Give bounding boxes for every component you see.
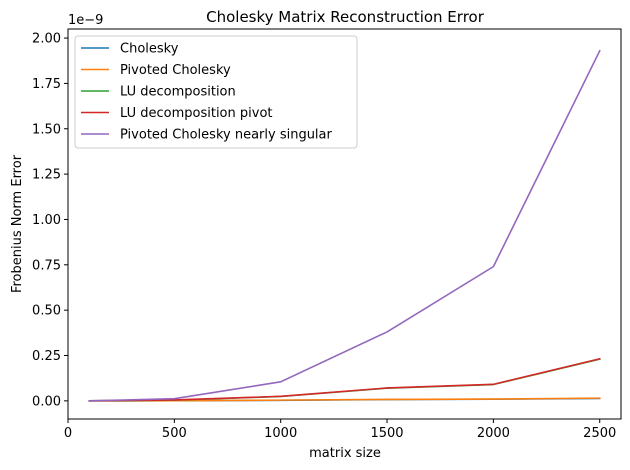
chart-title: Cholesky Matrix Reconstruction Error bbox=[206, 8, 485, 26]
series-line-4 bbox=[88, 49, 601, 402]
legend-frame bbox=[74, 35, 358, 149]
y-axis-label: Frobenius Norm Error bbox=[10, 154, 25, 293]
y-tick-label: 1.00 bbox=[32, 213, 61, 228]
series-line-3 bbox=[88, 357, 601, 402]
legend-label-0: Cholesky bbox=[120, 42, 179, 57]
y-offset-text: 1e−9 bbox=[68, 13, 103, 28]
plot-area-frame bbox=[67, 28, 622, 420]
y-tick-label: 1.50 bbox=[32, 122, 61, 137]
y-axis: 0.00 0.25 0.50 0.75 1.00 1.25 1.50 1.75 2.00 bbox=[32, 32, 68, 409]
y-tick-label: 1.25 bbox=[32, 168, 61, 183]
x-axis-label: matrix size bbox=[309, 446, 381, 461]
legend-label-3: LU decomposition pivot bbox=[120, 106, 273, 121]
series-layer bbox=[88, 49, 601, 402]
legend-label-2: LU decomposition bbox=[120, 85, 236, 100]
x-tick-label: 2000 bbox=[477, 426, 510, 441]
legend-label-1: Pivoted Cholesky bbox=[120, 63, 231, 78]
series-line-2 bbox=[88, 358, 601, 402]
y-tick-label: 0.50 bbox=[32, 304, 61, 319]
legend-label-4: Pivoted Cholesky nearly singular bbox=[120, 128, 333, 143]
x-tick-label: 2500 bbox=[583, 426, 616, 441]
y-tick-label: 2.00 bbox=[32, 32, 61, 47]
x-tick-label: 500 bbox=[162, 426, 187, 441]
y-tick-label: 1.75 bbox=[32, 77, 61, 92]
x-tick-label: 1500 bbox=[370, 426, 403, 441]
x-tick-label: 0 bbox=[64, 426, 72, 441]
legend: Cholesky Pivoted Cholesky LU decomposition… bbox=[74, 35, 358, 149]
y-tick-label: 0.75 bbox=[32, 258, 61, 273]
x-axis: 0 500 1000 1500 2000 2500 bbox=[64, 419, 616, 441]
y-tick-label: 0.25 bbox=[32, 349, 61, 364]
y-tick-label: 0.00 bbox=[32, 394, 61, 409]
x-tick-label: 1000 bbox=[264, 426, 297, 441]
